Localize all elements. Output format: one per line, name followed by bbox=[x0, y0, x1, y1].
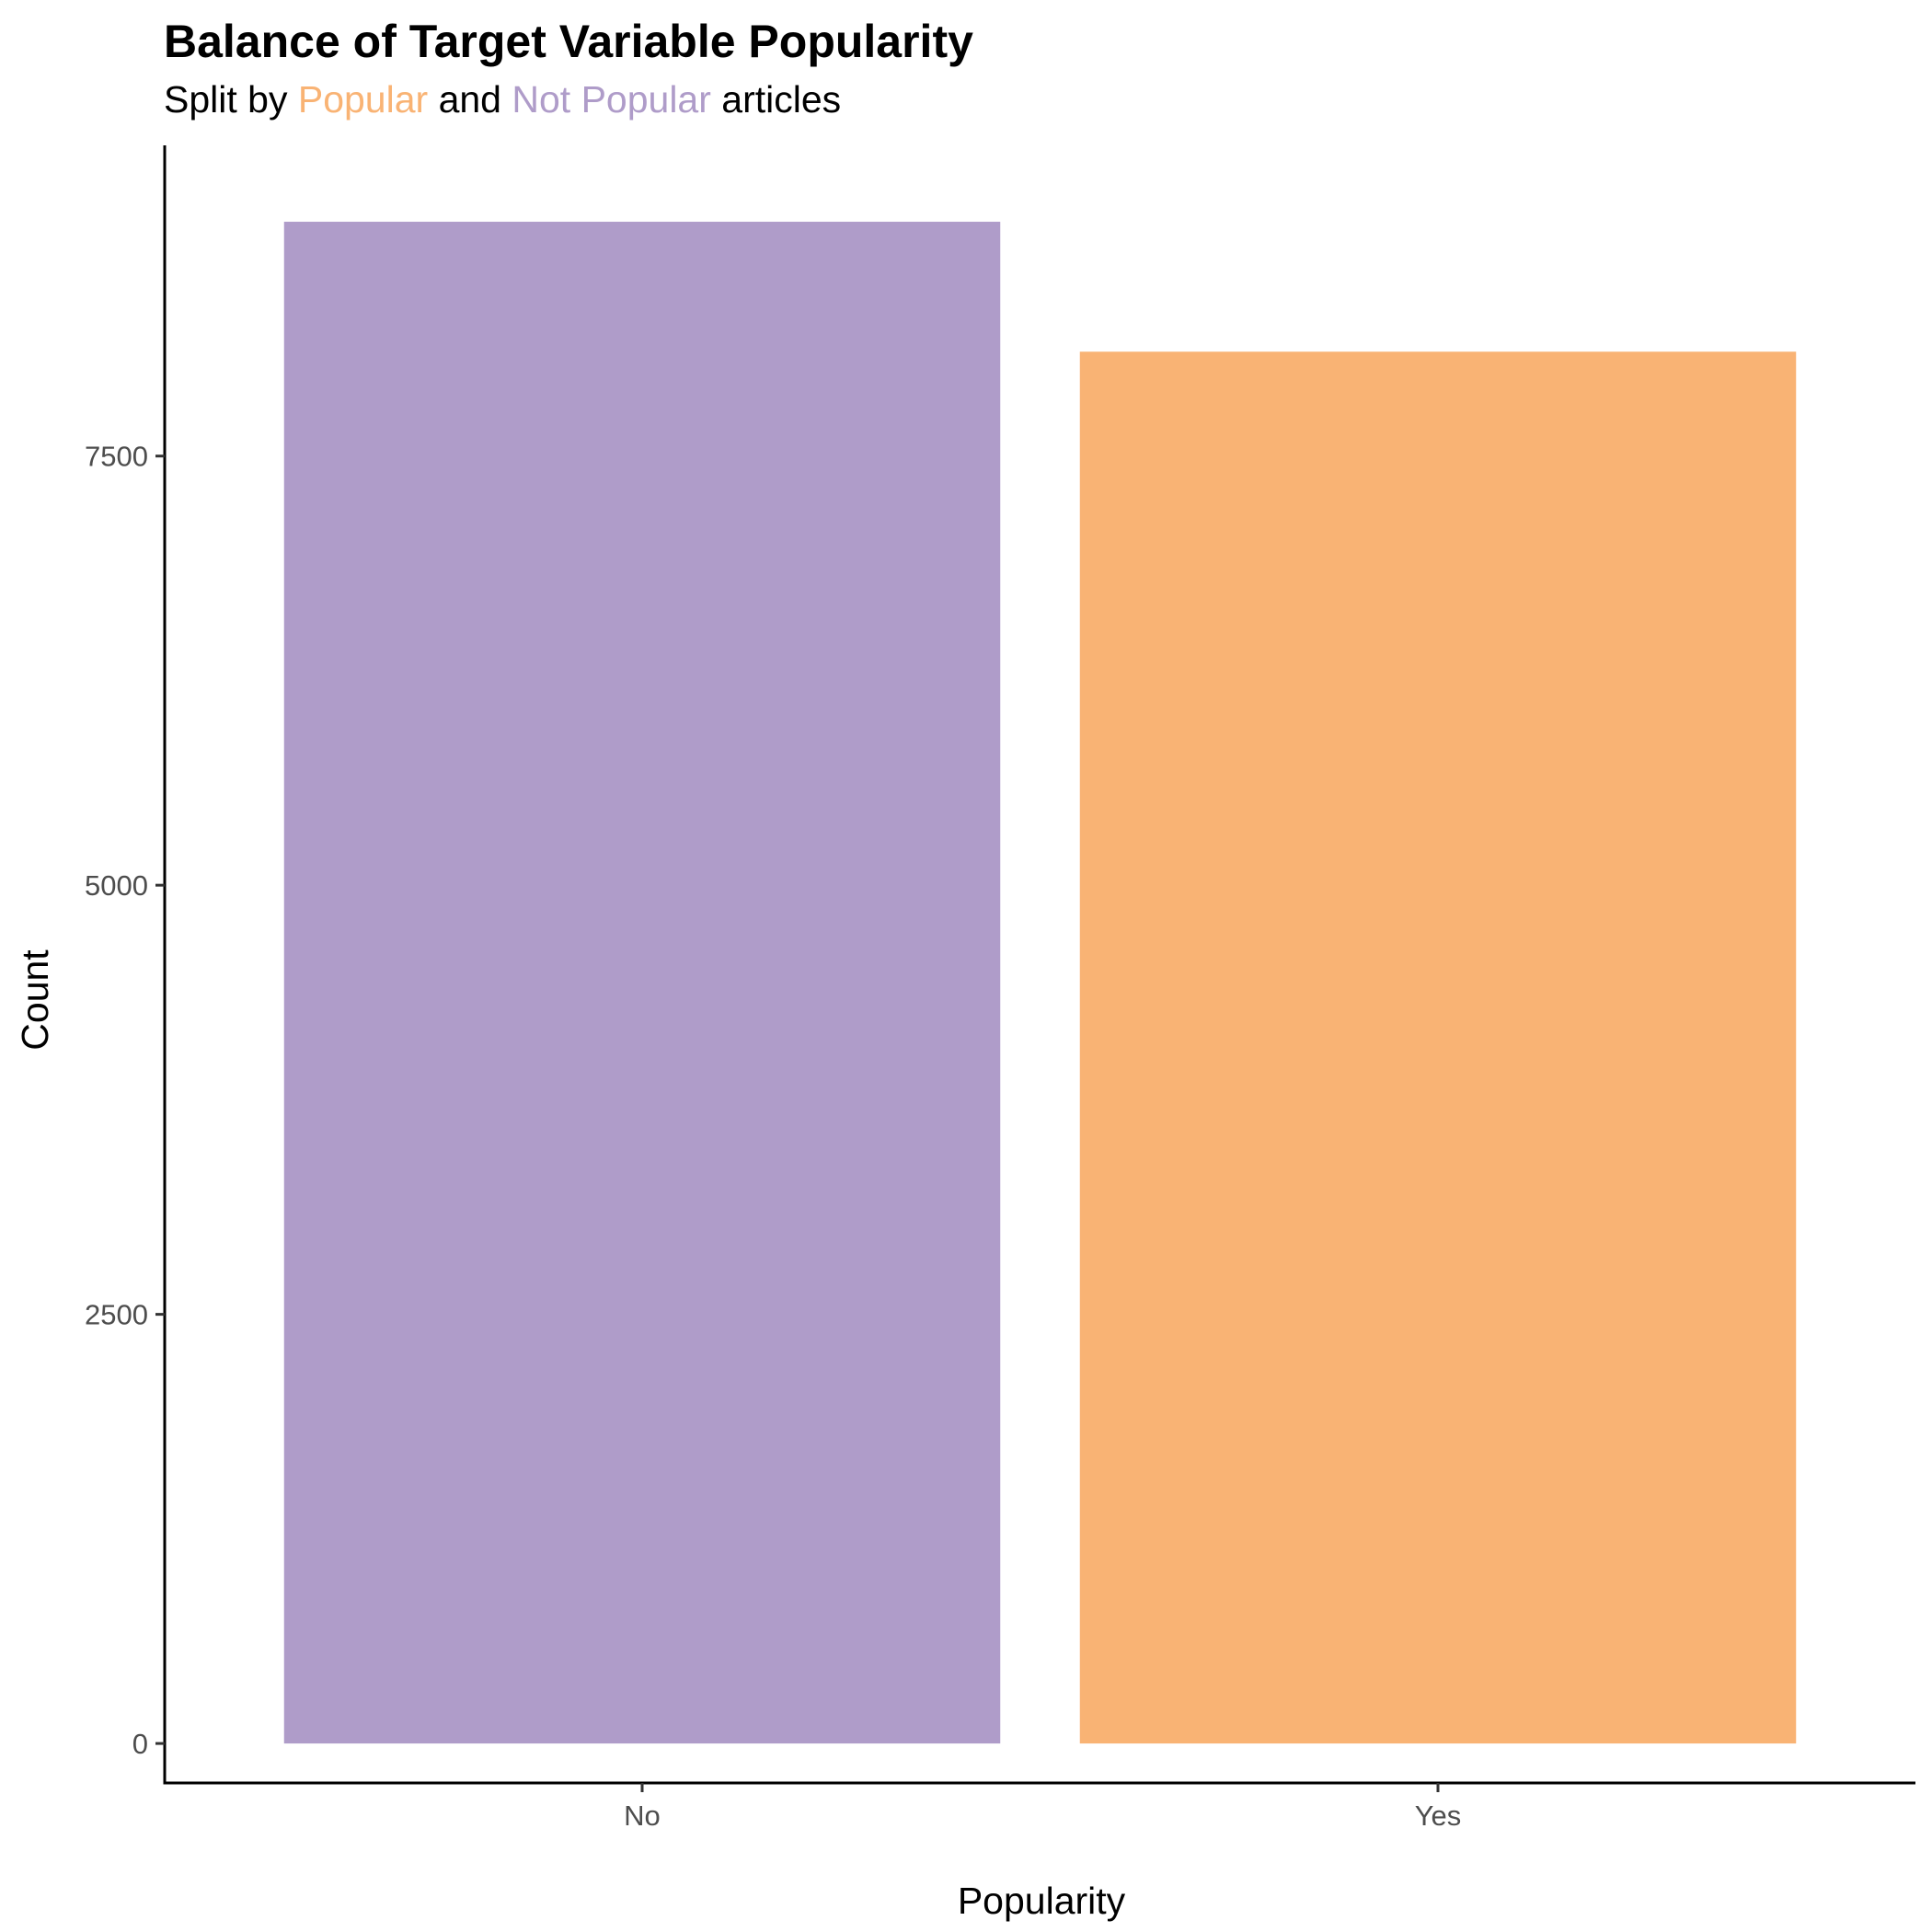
subtitle-segment-0: Split by bbox=[164, 78, 298, 121]
chart-subtitle: Split by Popular and Not Popular article… bbox=[164, 78, 841, 121]
y-axis-title: Count bbox=[14, 949, 56, 1051]
subtitle-segment-2: and bbox=[428, 78, 512, 121]
chart-title: Balance of Target Variable Popularity bbox=[164, 16, 973, 67]
y-tick-label: 0 bbox=[132, 1728, 148, 1760]
x-axis-ticks: No Yes bbox=[624, 1783, 1461, 1832]
subtitle-segment-3: Not Popular bbox=[512, 78, 711, 121]
x-tick-label: No bbox=[624, 1800, 661, 1832]
y-axis-ticks: 0 2500 5000 7500 bbox=[85, 441, 165, 1760]
y-tick-label: 5000 bbox=[85, 869, 148, 902]
bar-yes bbox=[1079, 351, 1797, 1744]
subtitle-segment-1: Popular bbox=[298, 78, 428, 121]
bars-layer bbox=[283, 222, 1797, 1744]
y-tick-label: 2500 bbox=[85, 1299, 148, 1331]
x-axis-title: Popularity bbox=[958, 1880, 1126, 1922]
y-tick-label: 7500 bbox=[85, 441, 148, 473]
bar-no bbox=[283, 222, 1001, 1744]
subtitle-segment-4: articles bbox=[711, 78, 841, 121]
x-tick-label: Yes bbox=[1415, 1800, 1462, 1832]
